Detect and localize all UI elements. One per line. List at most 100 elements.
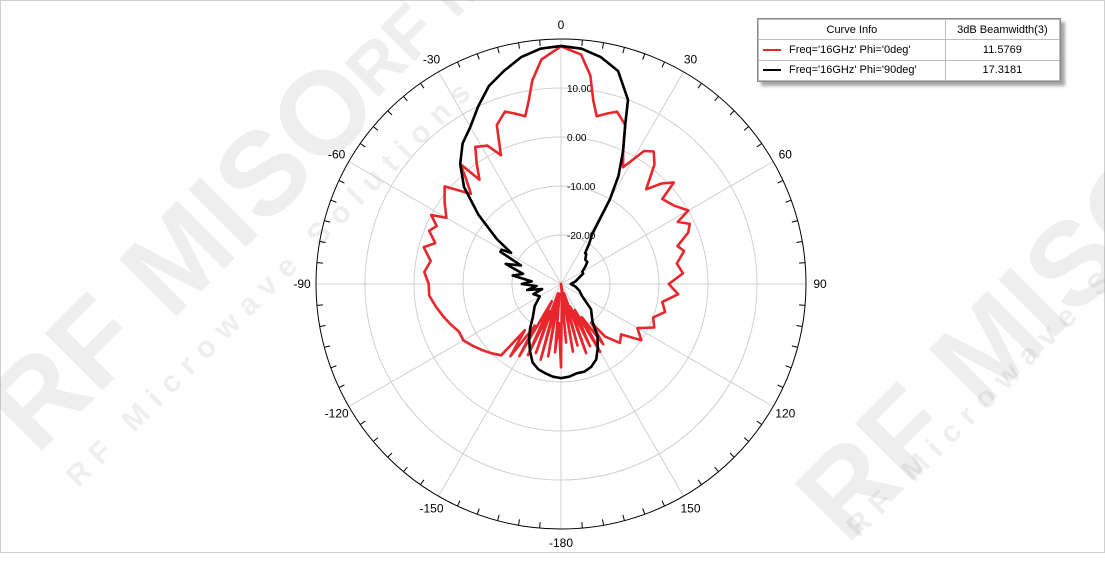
angle-minor-tick bbox=[743, 437, 750, 442]
angle-tick-label: 120 bbox=[775, 407, 795, 421]
angle-minor-tick bbox=[697, 479, 702, 485]
angle-minor-tick bbox=[372, 126, 379, 131]
angle-tick-label: 90 bbox=[813, 277, 827, 291]
angular-grid-spoke bbox=[348, 161, 562, 285]
angle-minor-tick bbox=[729, 452, 735, 458]
angle-minor-tick bbox=[622, 514, 625, 521]
angle-tick-label: 30 bbox=[684, 53, 698, 67]
angle-minor-tick bbox=[714, 95, 719, 102]
angle-minor-tick bbox=[661, 500, 665, 507]
angle-minor-tick bbox=[387, 452, 393, 458]
angle-minor-tick bbox=[642, 508, 646, 515]
legend-label: Freq='16GHz' Phi='90deg' bbox=[789, 64, 917, 77]
angle-minor-tick bbox=[791, 220, 798, 223]
angle-minor-tick bbox=[319, 325, 326, 328]
angle-minor-tick bbox=[324, 345, 331, 348]
outer-circle bbox=[315, 38, 807, 530]
angle-tick-label: -180 bbox=[549, 536, 573, 550]
angle-minor-tick bbox=[387, 110, 393, 116]
legend-table: Curve Info 3dB Beamwidth(3) Freq='16GHz'… bbox=[758, 18, 1061, 82]
angle-minor-tick bbox=[497, 47, 500, 54]
plot-frame bbox=[0, 0, 1105, 553]
angle-tick-label: -120 bbox=[325, 407, 349, 421]
angle-minor-tick bbox=[330, 365, 337, 369]
angle-minor-tick bbox=[316, 304, 323, 306]
angle-minor-tick bbox=[796, 325, 803, 328]
angle-minor-tick bbox=[316, 262, 323, 264]
angle-minor-tick bbox=[517, 42, 520, 49]
angle-minor-tick bbox=[743, 126, 750, 131]
angle-minor-tick bbox=[756, 420, 762, 425]
angle-minor-tick bbox=[476, 53, 480, 60]
angle-minor-tick bbox=[581, 39, 583, 46]
angle-minor-tick bbox=[642, 53, 646, 60]
legend-value: 11.5769 bbox=[944, 39, 1061, 61]
angle-minor-tick bbox=[372, 437, 379, 442]
angle-minor-tick bbox=[360, 143, 366, 148]
angle-minor-tick bbox=[403, 95, 408, 102]
angle-minor-tick bbox=[324, 220, 331, 223]
legend-entry-phi0: Freq='16GHz' Phi='0deg' bbox=[758, 39, 946, 61]
angle-minor-tick bbox=[697, 83, 702, 89]
legend-value: 17.3181 bbox=[944, 59, 1061, 82]
legend-header-curve: Curve Info bbox=[758, 18, 946, 41]
angle-minor-tick bbox=[777, 180, 784, 184]
series-phi90-line bbox=[458, 44, 630, 380]
angle-minor-tick bbox=[539, 522, 541, 529]
radial-tick-label: 0.00 bbox=[567, 133, 587, 144]
angle-minor-tick bbox=[799, 262, 806, 264]
angle-minor-tick bbox=[360, 420, 366, 425]
angle-minor-tick bbox=[420, 83, 425, 89]
radial-tick-label: -20.00 bbox=[567, 231, 596, 242]
radial-tick-label: 10.00 bbox=[567, 84, 592, 95]
polar-chart: 0 30 60 90 120 150 -180 -150 -120 -90 -60 -30 10.00 0… bbox=[293, 18, 827, 550]
angle-minor-tick bbox=[791, 345, 798, 348]
radial-tick-label: -10.00 bbox=[567, 182, 596, 193]
angle-minor-tick bbox=[338, 180, 345, 184]
angle-minor-tick bbox=[799, 304, 806, 306]
angle-minor-tick bbox=[602, 42, 605, 49]
legend-swatch-red bbox=[763, 49, 781, 52]
angle-minor-tick bbox=[403, 466, 408, 473]
angular-grid-spoke bbox=[560, 161, 774, 285]
angle-tick-label: -30 bbox=[423, 53, 441, 67]
angle-minor-tick bbox=[785, 199, 792, 203]
angular-grid-spoke bbox=[560, 283, 774, 407]
angle-minor-tick bbox=[497, 514, 500, 521]
legend-box: Curve Info 3dB Beamwidth(3) Freq='16GHz'… bbox=[757, 18, 1061, 82]
angle-minor-tick bbox=[729, 110, 735, 116]
angle-minor-tick bbox=[756, 143, 762, 148]
legend-header-row: Curve Info 3dB Beamwidth(3) bbox=[758, 18, 1061, 41]
angle-minor-tick bbox=[457, 500, 461, 507]
angle-minor-tick bbox=[714, 466, 719, 473]
angle-minor-tick bbox=[457, 61, 461, 68]
angle-tick-label: -90 bbox=[293, 277, 311, 291]
legend-label: Freq='16GHz' Phi='0deg' bbox=[789, 43, 911, 56]
angle-tick-label: 0 bbox=[558, 18, 565, 32]
angle-tick-label: -150 bbox=[419, 501, 443, 515]
angular-grid-spoke bbox=[438, 71, 562, 285]
angle-minor-tick bbox=[661, 61, 665, 68]
angle-tick-label: 150 bbox=[680, 501, 700, 515]
angle-minor-tick bbox=[330, 199, 337, 203]
angular-grid-spoke bbox=[348, 283, 562, 407]
angular-grid-spoke bbox=[560, 71, 684, 285]
legend-row: Freq='16GHz' Phi='0deg' 11.5769 bbox=[758, 39, 1061, 61]
angle-minor-tick bbox=[581, 522, 583, 529]
angle-minor-tick bbox=[785, 365, 792, 369]
legend-header-metric: 3dB Beamwidth(3) bbox=[944, 18, 1061, 41]
legend-entry-phi90: Freq='16GHz' Phi='90deg' bbox=[758, 59, 946, 82]
angle-minor-tick bbox=[319, 240, 326, 243]
angle-minor-tick bbox=[777, 384, 784, 388]
angle-minor-tick bbox=[602, 519, 605, 526]
angle-minor-tick bbox=[796, 240, 803, 243]
angle-minor-tick bbox=[517, 519, 520, 526]
angle-minor-tick bbox=[622, 47, 625, 54]
angle-minor-tick bbox=[338, 384, 345, 388]
legend-row: Freq='16GHz' Phi='90deg' 17.3181 bbox=[758, 59, 1061, 82]
series-phi0-line bbox=[422, 45, 692, 369]
angle-minor-tick bbox=[420, 479, 425, 485]
angle-tick-label: -60 bbox=[328, 148, 346, 162]
angle-minor-tick bbox=[539, 39, 541, 46]
legend-swatch-black bbox=[763, 69, 781, 72]
